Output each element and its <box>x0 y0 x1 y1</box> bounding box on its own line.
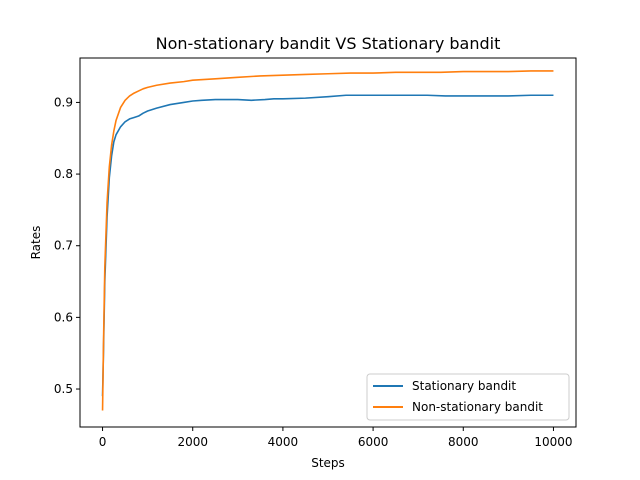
y-tick-label: 0.8 <box>54 167 73 181</box>
legend-box <box>366 373 570 421</box>
x-tick-label: 6000 <box>358 435 389 449</box>
chart-title: Non-stationary bandit VS Stationary band… <box>156 34 501 53</box>
series-line-non-stationary <box>101 70 554 411</box>
x-tick-label: 0 <box>99 435 107 449</box>
axes-frame <box>79 57 577 428</box>
series-line-stationary <box>101 94 554 397</box>
x-tick-label: 4000 <box>268 435 299 449</box>
plot-area <box>101 70 554 411</box>
x-tick-label: 2000 <box>177 435 208 449</box>
x-tick-label: 10000 <box>534 435 572 449</box>
legend-label-stationary: Stationary bandit <box>412 379 516 393</box>
y-axis-label: Rates <box>29 226 43 260</box>
y-tick-label: 0.5 <box>54 382 73 396</box>
legend: Stationary bandit Non-stationary bandit <box>366 373 570 421</box>
y-tick-label: 0.7 <box>54 239 73 253</box>
x-axis: 0 2000 4000 6000 8000 10000 <box>99 427 573 449</box>
y-tick-label: 0.6 <box>54 310 73 324</box>
legend-label-non-stationary: Non-stationary bandit <box>412 400 543 414</box>
x-tick-label: 8000 <box>448 435 479 449</box>
x-axis-label: Steps <box>311 456 345 470</box>
y-tick-label: 0.9 <box>54 95 73 109</box>
y-axis: 0.5 0.6 0.7 0.8 0.9 <box>54 95 80 396</box>
